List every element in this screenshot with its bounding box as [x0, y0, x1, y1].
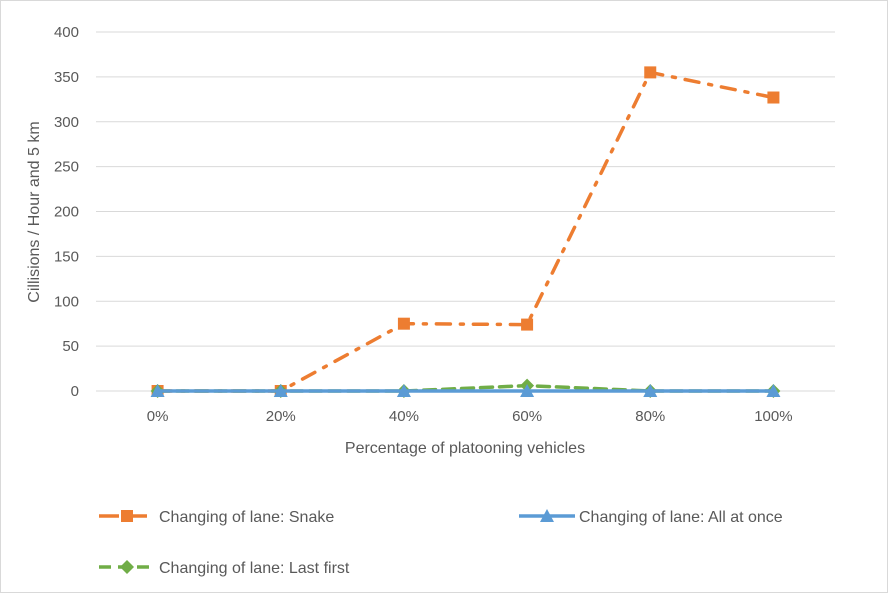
y-tick-label: 300: [54, 114, 79, 131]
series-layer: [150, 66, 781, 398]
legend-marker: [121, 510, 133, 522]
x-tick-label: 80%: [635, 408, 665, 425]
series-2: [150, 378, 781, 398]
y-axis-title: Cillisions / Hour and 5 km: [26, 121, 43, 302]
data-point: [150, 384, 165, 397]
legend-item: Changing of lane: Last first: [99, 560, 350, 577]
legend-item: Changing of lane: All at once: [519, 509, 783, 526]
series-0: [151, 66, 780, 397]
x-axis-title: Percentage of platooning vehicles: [345, 440, 585, 457]
data-point: [644, 66, 657, 79]
y-tick-label: 250: [54, 159, 79, 176]
y-tick-label: 150: [54, 248, 79, 265]
y-tick-label: 50: [62, 338, 79, 355]
y-tick-label: 400: [54, 24, 79, 41]
y-tick-label: 100: [54, 293, 79, 310]
x-tick-label: 100%: [754, 408, 792, 425]
gridlines: [96, 31, 835, 392]
data-point: [767, 91, 780, 104]
data-point: [396, 384, 411, 397]
data-point: [397, 317, 410, 330]
x-tick-label: 0%: [147, 408, 169, 425]
data-point: [521, 318, 534, 331]
y-tick-label: 350: [54, 69, 79, 86]
y-tick-label: 0: [71, 383, 79, 400]
legend-item: Changing of lane: Snake: [99, 509, 334, 526]
data-point: [643, 384, 658, 397]
y-axis-ticks: 0 50 100 150 200 250 300 350 400: [54, 24, 79, 400]
legend: Changing of lane: Snake Changing of lane:…: [99, 509, 783, 577]
data-point: [273, 384, 288, 397]
series-1: [150, 384, 781, 397]
legend-label: Changing of lane: All at once: [579, 509, 783, 526]
series-line: [155, 70, 776, 393]
x-axis-ticks: 0% 20% 40% 60% 80% 100%: [147, 408, 793, 425]
x-tick-label: 60%: [512, 408, 542, 425]
y-tick-label: 200: [54, 204, 79, 221]
legend-marker: [120, 560, 134, 574]
data-point: [520, 384, 535, 397]
legend-label: Changing of lane: Last first: [159, 560, 350, 577]
legend-label: Changing of lane: Snake: [159, 509, 334, 526]
data-point: [766, 384, 781, 397]
x-tick-label: 40%: [389, 408, 419, 425]
x-tick-label: 20%: [266, 408, 296, 425]
legend-marker: [540, 509, 554, 522]
